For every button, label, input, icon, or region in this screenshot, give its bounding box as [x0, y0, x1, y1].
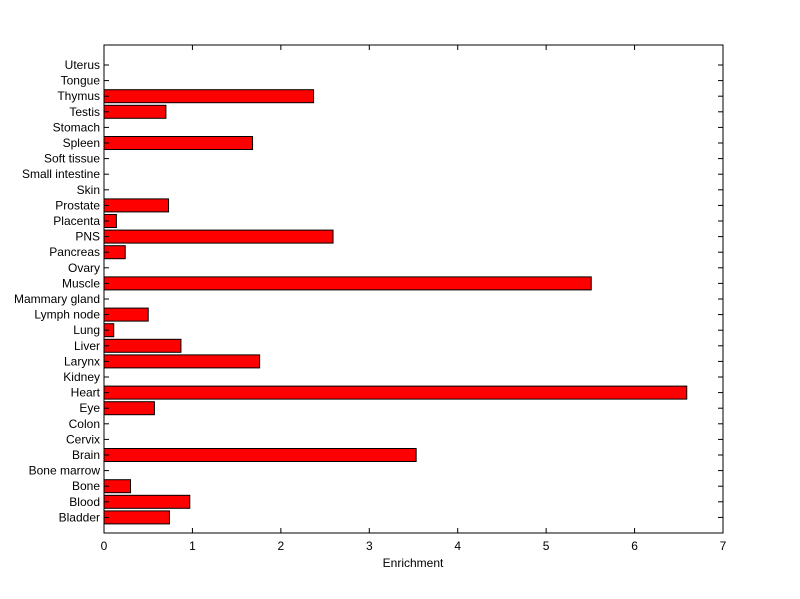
y-tick-label-pns: PNS	[75, 230, 100, 244]
y-tick-label-blood: Blood	[69, 495, 100, 509]
y-tick-label-placenta: Placenta	[53, 214, 100, 228]
bar-muscle	[103, 276, 592, 291]
y-tick-label-bone-marrow: Bone marrow	[29, 464, 101, 478]
x-tick-label-0: 0	[101, 539, 108, 553]
bar-thymus	[103, 89, 315, 104]
bar-blood	[103, 494, 191, 509]
y-tick-label-soft-tissue: Soft tissue	[44, 152, 100, 166]
x-tick-label-4: 4	[454, 539, 461, 553]
y-tick-label-bone: Bone	[72, 479, 100, 493]
y-tick-label-eye: Eye	[79, 401, 100, 415]
bar-eye	[103, 401, 155, 416]
y-tick-label-thymus: Thymus	[57, 89, 100, 103]
bar-prostate	[103, 198, 170, 213]
y-tick-label-lymph-node: Lymph node	[34, 308, 100, 322]
y-tick-label-mammary-gland: Mammary gland	[14, 292, 100, 306]
x-tick-label-2: 2	[278, 539, 285, 553]
bar-spleen	[103, 136, 254, 150]
bar-testis	[103, 104, 167, 119]
bar-brain	[103, 448, 417, 462]
y-tick-label-brain: Brain	[72, 448, 100, 462]
y-tick-label-stomach: Stomach	[53, 120, 100, 134]
y-tick-label-spleen: Spleen	[63, 136, 100, 150]
y-tick-label-liver: Liver	[74, 339, 100, 353]
y-tick-label-ovary: Ovary	[68, 261, 100, 275]
y-tick-label-bladder: Bladder	[59, 510, 100, 524]
bar-larynx	[103, 354, 261, 369]
bar-lymph-node	[103, 307, 149, 322]
x-tick-label-5: 5	[543, 539, 550, 553]
y-tick-label-lung: Lung	[73, 323, 100, 337]
y-tick-label-kidney: Kidney	[63, 370, 100, 384]
y-tick-label-colon: Colon	[69, 417, 100, 431]
x-tick-label-1: 1	[189, 539, 196, 553]
y-tick-label-testis: Testis	[69, 105, 100, 119]
x-axis-label: Enrichment	[383, 556, 444, 570]
bar-heart	[103, 385, 688, 400]
y-tick-label-tongue: Tongue	[61, 74, 101, 88]
y-tick-label-cervix: Cervix	[66, 432, 100, 446]
x-tick-label-7: 7	[720, 539, 727, 553]
plot-frame	[103, 44, 724, 534]
y-tick-label-small-intestine: Small intestine	[22, 167, 100, 181]
y-tick-label-skin: Skin	[77, 183, 100, 197]
y-tick-label-pancreas: Pancreas	[49, 245, 100, 259]
y-tick-label-prostate: Prostate	[55, 198, 100, 212]
y-tick-label-larynx: Larynx	[64, 354, 100, 368]
x-tick-label-6: 6	[631, 539, 638, 553]
y-tick-label-uterus: Uterus	[65, 58, 100, 72]
bar-bladder	[103, 510, 170, 525]
y-tick-label-heart: Heart	[71, 386, 101, 400]
bar-pns	[103, 229, 334, 244]
x-axis: 0 1 2 3 4 5 6 7	[101, 45, 727, 553]
x-tick-label-3: 3	[366, 539, 373, 553]
bar-liver	[103, 338, 182, 353]
y-tick-label-muscle: Muscle	[62, 276, 100, 290]
